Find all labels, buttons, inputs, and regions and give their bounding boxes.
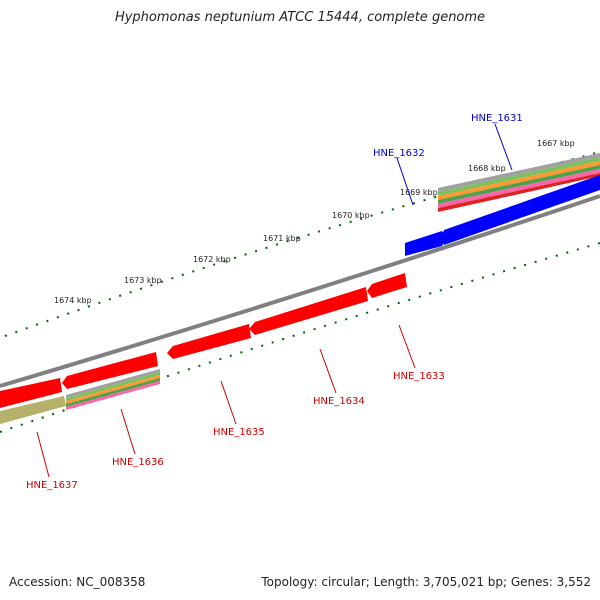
- genome-backbone: [0, 194, 600, 388]
- reverse-genes: [0, 273, 407, 408]
- kbp-label-1671: 1671 kbp: [263, 234, 301, 243]
- gene-label-hne-1632[interactable]: HNE_1632: [373, 148, 425, 159]
- kbp-label-1674: 1674 kbp: [54, 296, 92, 305]
- gene-label-hne-1635[interactable]: HNE_1635: [213, 427, 265, 438]
- gene-hne-1633-arrow[interactable]: [367, 273, 407, 298]
- gene-hne-1632-arrow[interactable]: [405, 231, 446, 256]
- gene-hne-1637-arrow[interactable]: [0, 378, 62, 408]
- gene-hne-1636-arrow[interactable]: [62, 352, 158, 389]
- gene-labels: HNE_1631 HNE_1632 HNE_1633 HNE_1634 HNE_…: [26, 113, 523, 491]
- kbp-labels: 1667 kbp 1668 kbp 1669 kbp 1670 kbp 1671…: [54, 139, 575, 305]
- accession-text: Accession: NC_008358: [9, 575, 146, 589]
- gene-label-hne-1633[interactable]: HNE_1633: [393, 371, 445, 382]
- gene-label-hne-1634[interactable]: HNE_1634: [313, 396, 365, 407]
- map-title: Hyphomonas neptunium ATCC 15444, complet…: [114, 10, 486, 25]
- gene-hne-1634-arrow[interactable]: [249, 287, 368, 335]
- genome-summary-text: Topology: circular; Length: 3,705,021 bp…: [261, 575, 591, 589]
- lower-feature-rings: [0, 369, 160, 424]
- callout-lines: [36, 123, 513, 478]
- kbp-label-1673: 1673 kbp: [124, 276, 162, 285]
- gene-hne-1635-arrow[interactable]: [167, 324, 251, 359]
- kbp-label-1672: 1672 kbp: [193, 255, 231, 264]
- gene-label-hne-1636[interactable]: HNE_1636: [112, 457, 164, 468]
- kbp-label-1669: 1669 kbp: [400, 188, 438, 197]
- gene-label-hne-1631[interactable]: HNE_1631: [471, 113, 523, 124]
- inner-tick-ring: [0, 242, 600, 433]
- kbp-label-1668: 1668 kbp: [468, 164, 506, 173]
- kbp-label-1667: 1667 kbp: [537, 139, 575, 148]
- forward-genes: [405, 175, 600, 256]
- gene-hne-1631-arrow[interactable]: [441, 175, 600, 245]
- upper-feature-rings: [438, 153, 600, 212]
- kbp-label-1670: 1670 kbp: [332, 211, 370, 220]
- gene-label-hne-1637[interactable]: HNE_1637: [26, 480, 78, 491]
